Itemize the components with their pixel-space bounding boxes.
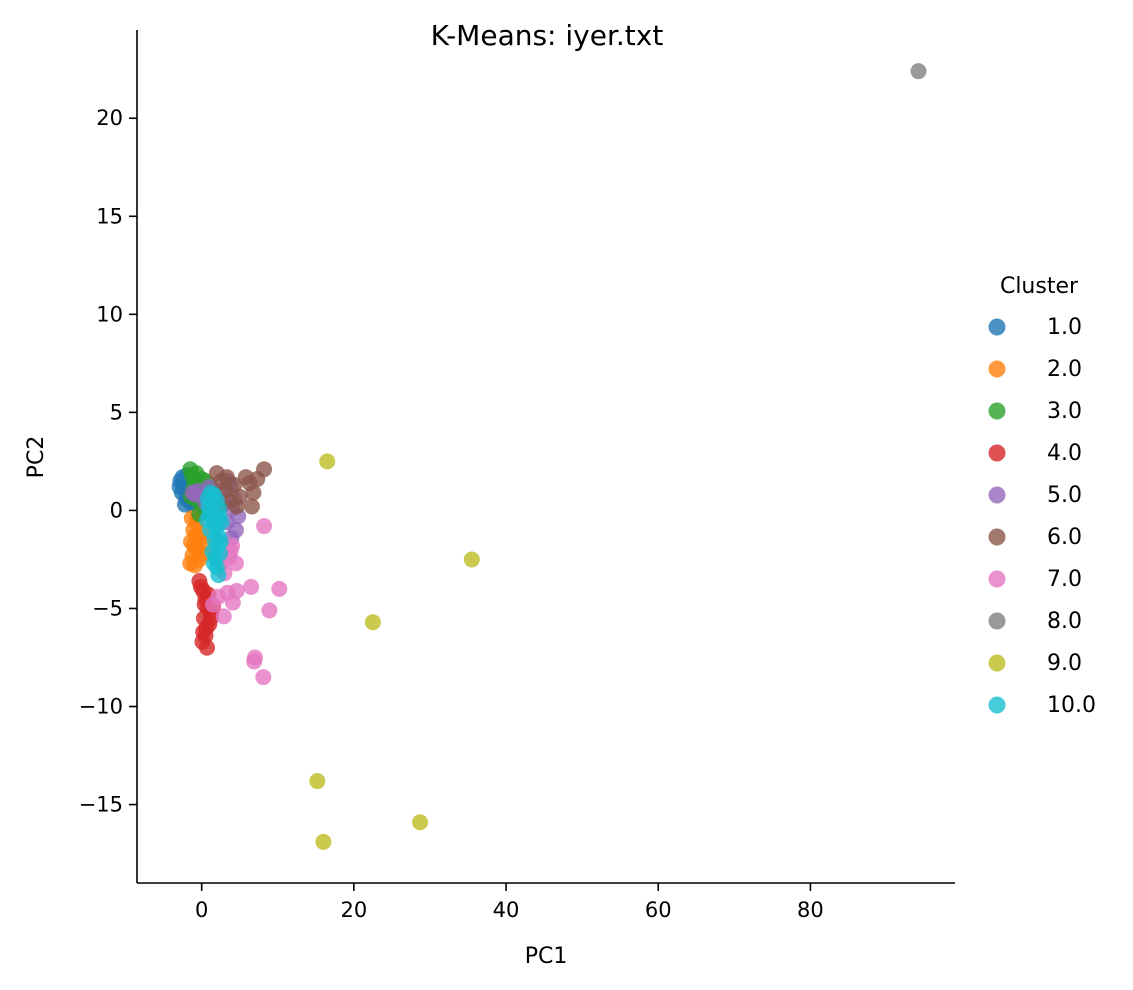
- legend-label: 9.0: [1047, 651, 1082, 676]
- legend-marker: [988, 696, 1006, 714]
- legend-label: 10.0: [1047, 693, 1096, 718]
- y-tick-label: −15: [79, 793, 123, 817]
- legend-label: 5.0: [1047, 483, 1082, 508]
- cluster-4-point: [192, 578, 209, 595]
- x-tick-label: 60: [645, 898, 672, 922]
- y-tick-label: −5: [92, 596, 123, 620]
- cluster-9-point: [319, 453, 336, 470]
- cluster-4-point: [197, 627, 214, 644]
- x-axis-label: PC1: [525, 944, 568, 969]
- legend-marker: [988, 444, 1006, 462]
- legend-marker: [988, 528, 1006, 546]
- cluster-7-point: [261, 602, 278, 619]
- cluster-6-point: [228, 498, 245, 515]
- cluster-6-point: [256, 461, 273, 478]
- cluster-7-point: [256, 518, 273, 535]
- cluster-7-point: [255, 669, 272, 686]
- cluster-7-point: [215, 608, 232, 625]
- y-tick-label: 0: [110, 498, 123, 522]
- cluster-7-point: [210, 588, 227, 605]
- cluster-7-point: [243, 578, 260, 595]
- cluster-4-point: [199, 639, 216, 656]
- legend-label: 6.0: [1047, 525, 1082, 550]
- y-tick-label: 15: [96, 204, 123, 228]
- cluster-6-point: [218, 469, 235, 486]
- y-tick-label: 5: [110, 400, 123, 424]
- cluster-6-point: [243, 498, 260, 515]
- cluster-9-point: [364, 614, 381, 631]
- cluster-5-point: [187, 486, 204, 503]
- cluster-10-point: [199, 512, 216, 529]
- legend-marker: [988, 612, 1006, 630]
- legend-label: 4.0: [1047, 441, 1082, 466]
- cluster-9-point: [315, 833, 332, 850]
- legend-marker: [988, 654, 1006, 672]
- cluster-6-point: [245, 484, 262, 501]
- legend-label: 2.0: [1047, 357, 1082, 382]
- cluster-8-point: [910, 63, 927, 80]
- x-tick-label: 40: [493, 898, 520, 922]
- x-ticks: 0 20 40 60 80: [195, 883, 824, 922]
- cluster-9-point: [309, 773, 326, 790]
- legend-label: 8.0: [1047, 609, 1082, 634]
- y-ticks: −15 −10 −5 0 5 10 15 20: [79, 106, 137, 817]
- cluster-1-point: [171, 478, 188, 495]
- legend-label: 3.0: [1047, 399, 1082, 424]
- cluster-10-point: [211, 508, 228, 525]
- legend-items: 1.0 2.0 3.0 4.0 5.0 6.0 7.0 8.0 9.0 10.0: [988, 315, 1096, 718]
- legend: Cluster 1.0 2.0 3.0 4.0 5.0 6.0 7.0 8.0 9.0 10.0: [988, 274, 1096, 718]
- cluster-10-point: [205, 555, 222, 572]
- cluster-9-point: [412, 814, 429, 831]
- legend-marker: [988, 402, 1006, 420]
- cluster-10-point: [203, 494, 220, 511]
- x-tick-label: 0: [195, 898, 208, 922]
- cluster-7-point: [271, 580, 288, 597]
- cluster-9-point: [463, 551, 480, 568]
- chart-title: K-Means: iyer.txt: [431, 19, 664, 52]
- legend-title: Cluster: [1000, 274, 1079, 299]
- cluster-4-point: [202, 610, 219, 627]
- legend-marker: [988, 570, 1006, 588]
- cluster-2-point: [183, 533, 200, 550]
- legend-marker: [988, 486, 1006, 504]
- y-tick-label: 20: [96, 106, 123, 130]
- y-axis-label: PC2: [24, 436, 49, 479]
- cluster-2-point: [186, 557, 203, 574]
- points-layer: [171, 63, 927, 850]
- cluster-7-point: [246, 653, 263, 670]
- legend-marker: [988, 318, 1006, 336]
- cluster-7-point: [228, 582, 245, 599]
- y-tick-label: −10: [79, 695, 123, 719]
- legend-label: 7.0: [1047, 567, 1082, 592]
- legend-marker: [988, 360, 1006, 378]
- cluster-10-point: [212, 533, 229, 550]
- x-tick-label: 20: [340, 898, 367, 922]
- x-tick-label: 80: [797, 898, 824, 922]
- legend-label: 1.0: [1047, 315, 1082, 340]
- y-tick-label: 10: [96, 302, 123, 326]
